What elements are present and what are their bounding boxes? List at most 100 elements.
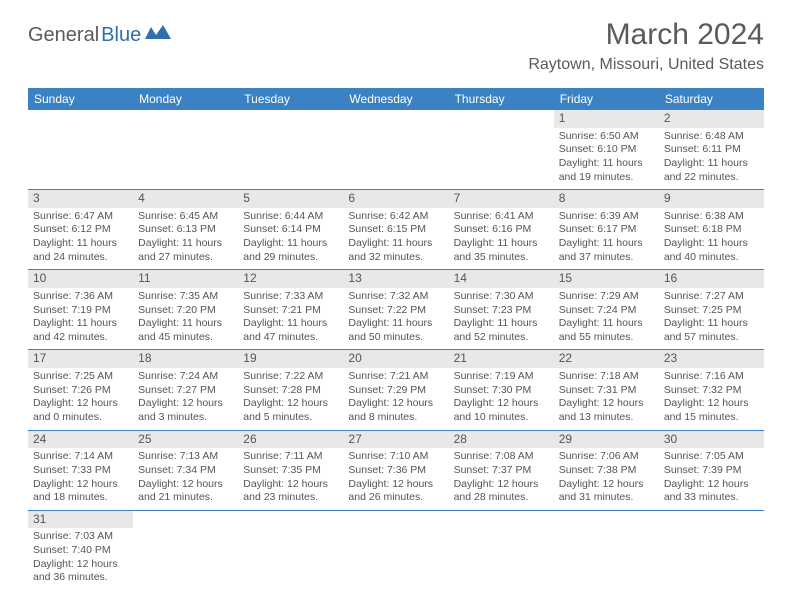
sunset-line: Sunset: 7:26 PM	[33, 384, 128, 398]
sunset-line: Sunset: 7:22 PM	[348, 304, 443, 318]
sunset-line: Sunset: 7:19 PM	[33, 304, 128, 318]
calendar-cell: 29Sunrise: 7:06 AMSunset: 7:38 PMDayligh…	[554, 430, 659, 510]
calendar-cell: 30Sunrise: 7:05 AMSunset: 7:39 PMDayligh…	[659, 430, 764, 510]
sunrise-line: Sunrise: 6:42 AM	[348, 210, 443, 224]
weekday-header: Monday	[133, 88, 238, 110]
day-number: 19	[238, 350, 343, 368]
daylight-line: Daylight: 11 hours and 19 minutes.	[559, 157, 654, 184]
calendar-cell-empty	[554, 510, 659, 590]
calendar-cell-empty	[28, 110, 133, 190]
sunrise-line: Sunrise: 7:14 AM	[33, 450, 128, 464]
day-number: 29	[554, 431, 659, 449]
title-block: March 2024 Raytown, Missouri, United Sta…	[528, 18, 764, 74]
sunrise-line: Sunrise: 7:24 AM	[138, 370, 233, 384]
day-number: 31	[28, 511, 133, 529]
sunrise-line: Sunrise: 7:19 AM	[454, 370, 549, 384]
sunrise-line: Sunrise: 7:08 AM	[454, 450, 549, 464]
weekday-header: Sunday	[28, 88, 133, 110]
daylight-line: Daylight: 12 hours and 21 minutes.	[138, 478, 233, 505]
sunset-line: Sunset: 7:37 PM	[454, 464, 549, 478]
day-number: 16	[659, 270, 764, 288]
day-number: 15	[554, 270, 659, 288]
calendar-cell: 11Sunrise: 7:35 AMSunset: 7:20 PMDayligh…	[133, 270, 238, 350]
daylight-line: Daylight: 12 hours and 33 minutes.	[664, 478, 759, 505]
calendar-row: 31Sunrise: 7:03 AMSunset: 7:40 PMDayligh…	[28, 510, 764, 590]
day-number: 6	[343, 190, 448, 208]
calendar-table: Sunday Monday Tuesday Wednesday Thursday…	[28, 88, 764, 590]
weekday-header-row: Sunday Monday Tuesday Wednesday Thursday…	[28, 88, 764, 110]
sunrise-line: Sunrise: 6:47 AM	[33, 210, 128, 224]
calendar-cell: 5Sunrise: 6:44 AMSunset: 6:14 PMDaylight…	[238, 190, 343, 270]
calendar-cell: 18Sunrise: 7:24 AMSunset: 7:27 PMDayligh…	[133, 350, 238, 430]
calendar-cell: 22Sunrise: 7:18 AMSunset: 7:31 PMDayligh…	[554, 350, 659, 430]
day-number: 8	[554, 190, 659, 208]
calendar-cell: 26Sunrise: 7:11 AMSunset: 7:35 PMDayligh…	[238, 430, 343, 510]
daylight-line: Daylight: 12 hours and 3 minutes.	[138, 397, 233, 424]
calendar-cell: 14Sunrise: 7:30 AMSunset: 7:23 PMDayligh…	[449, 270, 554, 350]
day-number: 2	[659, 110, 764, 128]
sunrise-line: Sunrise: 7:06 AM	[559, 450, 654, 464]
calendar-cell-empty	[659, 510, 764, 590]
daylight-line: Daylight: 11 hours and 50 minutes.	[348, 317, 443, 344]
day-number: 3	[28, 190, 133, 208]
day-number: 11	[133, 270, 238, 288]
calendar-cell: 20Sunrise: 7:21 AMSunset: 7:29 PMDayligh…	[343, 350, 448, 430]
sunset-line: Sunset: 7:38 PM	[559, 464, 654, 478]
calendar-cell-empty	[343, 510, 448, 590]
daylight-line: Daylight: 12 hours and 28 minutes.	[454, 478, 549, 505]
daylight-line: Daylight: 11 hours and 55 minutes.	[559, 317, 654, 344]
sunrise-line: Sunrise: 7:32 AM	[348, 290, 443, 304]
calendar-cell: 3 Sunrise: 6:47 AMSunset: 6:12 PMDaylight…	[28, 190, 133, 270]
logo-text-general: General	[28, 24, 99, 47]
calendar-cell: 10Sunrise: 7:36 AMSunset: 7:19 PMDayligh…	[28, 270, 133, 350]
day-number: 5	[238, 190, 343, 208]
sunrise-line: Sunrise: 7:05 AM	[664, 450, 759, 464]
daylight-line: Daylight: 11 hours and 37 minutes.	[559, 237, 654, 264]
sunset-line: Sunset: 7:33 PM	[33, 464, 128, 478]
sunrise-line: Sunrise: 7:29 AM	[559, 290, 654, 304]
sunset-line: Sunset: 7:34 PM	[138, 464, 233, 478]
daylight-line: Daylight: 12 hours and 8 minutes.	[348, 397, 443, 424]
sunset-line: Sunset: 7:27 PM	[138, 384, 233, 398]
calendar-row: 1Sunrise: 6:50 AMSunset: 6:10 PMDaylight…	[28, 110, 764, 190]
sunset-line: Sunset: 6:14 PM	[243, 223, 338, 237]
sunset-line: Sunset: 6:12 PM	[33, 223, 128, 237]
daylight-line: Daylight: 12 hours and 15 minutes.	[664, 397, 759, 424]
calendar-cell: 25Sunrise: 7:13 AMSunset: 7:34 PMDayligh…	[133, 430, 238, 510]
sunrise-line: Sunrise: 6:38 AM	[664, 210, 759, 224]
sunset-line: Sunset: 7:32 PM	[664, 384, 759, 398]
day-number: 9	[659, 190, 764, 208]
calendar-cell: 12Sunrise: 7:33 AMSunset: 7:21 PMDayligh…	[238, 270, 343, 350]
daylight-line: Daylight: 11 hours and 47 minutes.	[243, 317, 338, 344]
sunset-line: Sunset: 6:15 PM	[348, 223, 443, 237]
calendar-row: 10Sunrise: 7:36 AMSunset: 7:19 PMDayligh…	[28, 270, 764, 350]
day-number: 23	[659, 350, 764, 368]
header: General Blue March 2024 Raytown, Missour…	[28, 18, 764, 74]
calendar-cell: 24Sunrise: 7:14 AMSunset: 7:33 PMDayligh…	[28, 430, 133, 510]
calendar-cell: 8Sunrise: 6:39 AMSunset: 6:17 PMDaylight…	[554, 190, 659, 270]
calendar-cell: 6Sunrise: 6:42 AMSunset: 6:15 PMDaylight…	[343, 190, 448, 270]
daylight-line: Daylight: 11 hours and 24 minutes.	[33, 237, 128, 264]
calendar-cell: 9Sunrise: 6:38 AMSunset: 6:18 PMDaylight…	[659, 190, 764, 270]
calendar-cell: 27Sunrise: 7:10 AMSunset: 7:36 PMDayligh…	[343, 430, 448, 510]
day-number: 12	[238, 270, 343, 288]
sunrise-line: Sunrise: 6:41 AM	[454, 210, 549, 224]
sunset-line: Sunset: 7:35 PM	[243, 464, 338, 478]
sunset-line: Sunset: 7:40 PM	[33, 544, 128, 558]
day-number: 17	[28, 350, 133, 368]
calendar-cell: 21Sunrise: 7:19 AMSunset: 7:30 PMDayligh…	[449, 350, 554, 430]
calendar-cell-empty	[133, 510, 238, 590]
daylight-line: Daylight: 11 hours and 27 minutes.	[138, 237, 233, 264]
calendar-cell-empty	[133, 110, 238, 190]
sunset-line: Sunset: 7:23 PM	[454, 304, 549, 318]
weekday-header: Wednesday	[343, 88, 448, 110]
calendar-cell-empty	[238, 510, 343, 590]
sunrise-line: Sunrise: 6:45 AM	[138, 210, 233, 224]
day-number: 13	[343, 270, 448, 288]
sunset-line: Sunset: 7:31 PM	[559, 384, 654, 398]
calendar-row: 17Sunrise: 7:25 AMSunset: 7:26 PMDayligh…	[28, 350, 764, 430]
day-number: 27	[343, 431, 448, 449]
sunrise-line: Sunrise: 7:27 AM	[664, 290, 759, 304]
daylight-line: Daylight: 12 hours and 13 minutes.	[559, 397, 654, 424]
sunrise-line: Sunrise: 6:39 AM	[559, 210, 654, 224]
